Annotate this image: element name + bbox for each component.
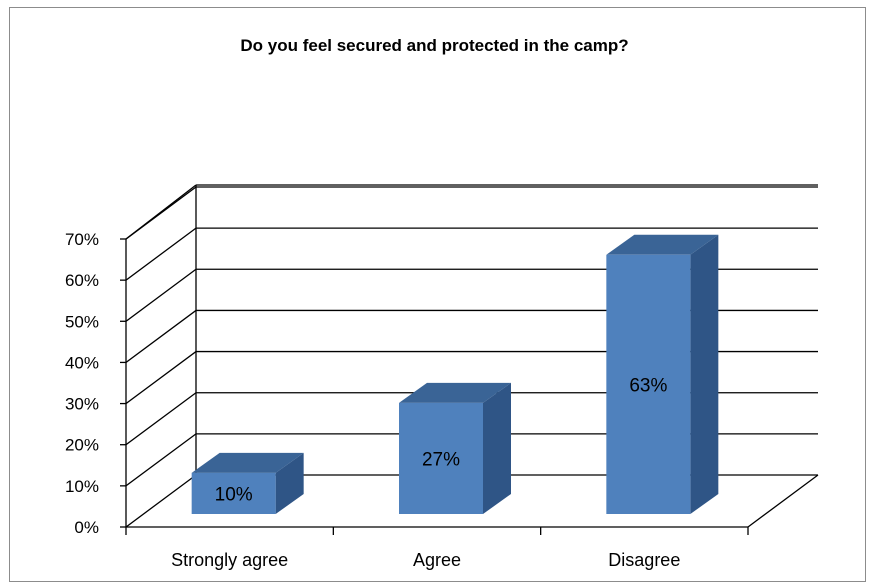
y-tick-label: 0% xyxy=(74,518,99,537)
bar-data-label: 10% xyxy=(215,484,253,505)
gridline-side xyxy=(126,475,196,527)
x-category-label: Strongly agree xyxy=(171,550,288,570)
gridline-side xyxy=(126,352,196,404)
gridline-side xyxy=(126,310,196,362)
y-tick-label: 40% xyxy=(65,353,99,372)
side-wall-top xyxy=(126,185,196,239)
x-category-label: Disagree xyxy=(608,550,680,570)
bar: 63% xyxy=(606,235,718,514)
y-tick-label: 70% xyxy=(65,230,99,249)
x-axis-labels: Strongly agree Agree Disagree xyxy=(126,527,748,570)
bar-data-label: 63% xyxy=(629,375,667,396)
y-tick-label: 30% xyxy=(65,395,99,414)
y-axis-ticks: 0% 10% 20% 30% 40% 50% 60% 70% xyxy=(65,230,126,537)
y-tick-label: 60% xyxy=(65,271,99,290)
gridline-side xyxy=(126,269,196,321)
y-tick-label: 50% xyxy=(65,312,99,331)
y-tick-label: 10% xyxy=(65,477,99,496)
bar-series: 10% 27% 63% xyxy=(192,235,719,514)
bar-side xyxy=(690,235,718,514)
floor-right-edge xyxy=(748,475,818,527)
bar-data-label: 27% xyxy=(422,449,460,470)
bar-side xyxy=(483,383,511,514)
gridline-side xyxy=(126,393,196,445)
gridline-side xyxy=(126,228,196,280)
y-tick-label: 20% xyxy=(65,436,99,455)
bar: 10% xyxy=(192,453,304,514)
gridline-side xyxy=(126,434,196,486)
bar: 27% xyxy=(399,383,511,514)
x-category-label: Agree xyxy=(413,550,461,570)
